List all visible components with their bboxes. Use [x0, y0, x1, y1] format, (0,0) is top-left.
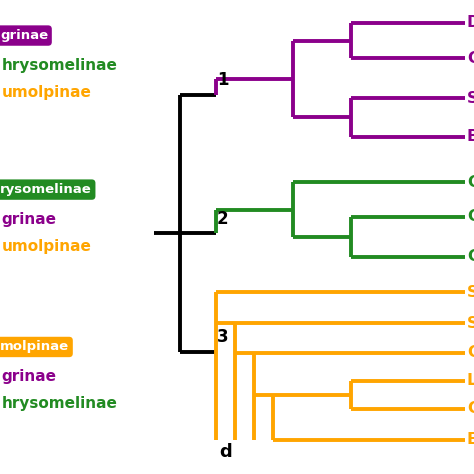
Text: Eumolp: Eumolp [467, 432, 474, 447]
Text: Lampro: Lampro [467, 373, 474, 388]
Text: Cryptoc: Cryptoc [467, 401, 474, 416]
Text: umolpinae: umolpinae [1, 239, 91, 254]
Text: 1: 1 [217, 71, 228, 89]
Text: grinae: grinae [0, 29, 48, 42]
Text: Synetin: Synetin [467, 285, 474, 300]
Text: grinae: grinae [1, 369, 56, 384]
Text: 2: 2 [217, 210, 229, 228]
Text: Spilopy: Spilopy [467, 316, 474, 331]
Text: Chrysom: Chrysom [467, 175, 474, 190]
Text: hrysomelinae: hrysomelinae [1, 396, 117, 411]
Text: Donacii: Donacii [467, 15, 474, 30]
Text: d: d [219, 443, 232, 461]
Text: Sagrina: Sagrina [467, 91, 474, 106]
Text: Cassidi: Cassidi [467, 345, 474, 360]
Text: molpinae: molpinae [0, 340, 69, 354]
Text: Bruchin: Bruchin [467, 129, 474, 144]
Text: hrysomelinae: hrysomelinae [1, 58, 117, 73]
Text: Crioceri: Crioceri [467, 51, 474, 66]
Text: 3: 3 [217, 328, 229, 346]
Text: umolpinae: umolpinae [1, 85, 91, 100]
Text: Galeruc: Galeruc [467, 249, 474, 264]
Text: rysomelinae: rysomelinae [0, 183, 92, 196]
Text: Chrysom: Chrysom [467, 209, 474, 224]
Text: grinae: grinae [1, 212, 56, 227]
